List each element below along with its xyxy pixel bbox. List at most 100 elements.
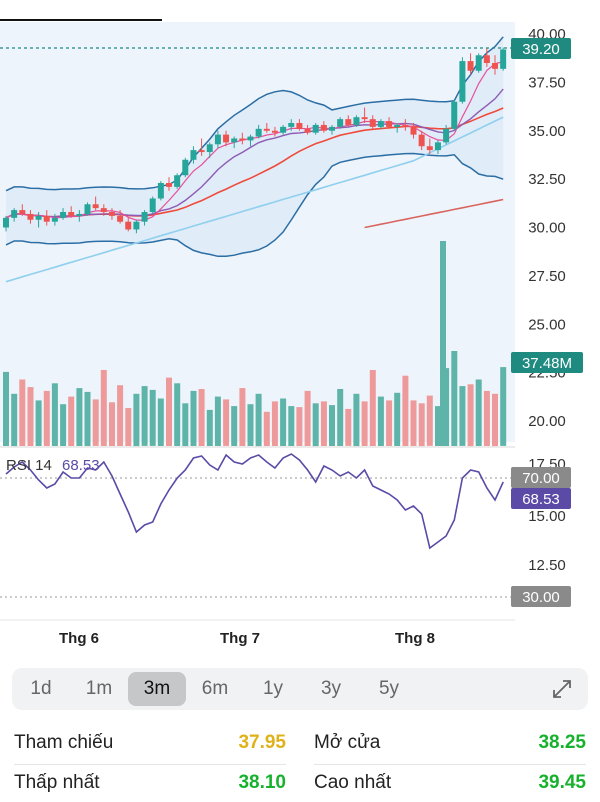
candlesticks <box>3 47 507 234</box>
candle-body <box>206 144 213 153</box>
volume-bar <box>500 367 507 446</box>
candle <box>149 196 156 214</box>
divider <box>314 764 586 765</box>
candle-body <box>312 124 319 133</box>
volume-bar <box>426 395 433 446</box>
volume-bar <box>288 406 295 446</box>
volume-bar <box>280 398 287 446</box>
candle-body <box>92 204 99 209</box>
stat-reference: Tham chiếu 37.95 <box>14 724 286 762</box>
volume-tag <box>511 352 583 373</box>
ma-200-line <box>364 198 504 229</box>
rsi-upper-tag-text: 70.00 <box>522 470 560 487</box>
last-price-tag <box>511 38 571 59</box>
candle-body <box>280 126 287 133</box>
stat-high: Cao nhất 39.45 <box>314 764 586 802</box>
candle <box>166 177 172 191</box>
volume-bar <box>369 370 376 446</box>
timeframe-5y[interactable]: 5y <box>378 678 400 699</box>
price-chart[interactable]: RSI 14 68.53 40.0037.5035.0032.5030.0027… <box>0 0 600 650</box>
candle <box>206 142 213 158</box>
candle-body <box>369 119 376 127</box>
candle <box>27 210 34 224</box>
volume-bar <box>3 371 9 446</box>
candle <box>377 119 384 129</box>
volume-bar <box>475 379 482 446</box>
timeframe-1m[interactable]: 1m <box>85 678 113 699</box>
candle-body <box>157 182 164 199</box>
candle <box>443 124 450 145</box>
price-tick-label: 27.50 <box>528 268 566 285</box>
candle <box>35 212 42 228</box>
candle <box>223 130 230 147</box>
volume-bar <box>84 391 91 446</box>
stat-reference-value: 37.95 <box>238 732 286 753</box>
timeframe-6m[interactable]: 6m <box>201 678 229 699</box>
rsi-value-tag-text: 68.53 <box>522 491 560 508</box>
volume-bar <box>27 387 34 446</box>
candle-body <box>247 136 254 141</box>
price-tick-label: 30.00 <box>528 220 566 237</box>
candle <box>60 208 67 220</box>
candle-body <box>11 210 18 218</box>
expand-icon[interactable] <box>550 677 574 701</box>
candle <box>100 204 107 216</box>
candle <box>369 115 376 129</box>
candle-body <box>149 198 156 213</box>
timeframe-3y[interactable]: 3y <box>320 678 342 699</box>
stat-low-label: Thấp nhất <box>14 772 100 793</box>
candle <box>157 181 164 201</box>
candle <box>337 117 344 129</box>
rsi-line <box>5 453 504 550</box>
volume-bar <box>263 411 270 446</box>
candle-body <box>329 126 335 131</box>
candle-body <box>345 119 352 125</box>
x-label-thg6: Thg 6 <box>59 630 99 647</box>
candle <box>402 119 409 131</box>
volume-bar <box>157 398 164 446</box>
volume-bar <box>410 400 417 446</box>
candle-body <box>19 210 26 214</box>
candle-body <box>394 124 401 127</box>
ma-long-line <box>5 116 504 283</box>
rsi-legend-value: 68.53 <box>62 457 100 474</box>
volume-bar <box>451 351 458 446</box>
candle <box>483 47 490 67</box>
divider <box>14 764 286 765</box>
rsi-tick-label: 15.00 <box>528 508 566 525</box>
volume-bar <box>60 404 67 446</box>
candle <box>141 210 148 226</box>
timeframe-3m[interactable]: 3m <box>128 672 186 706</box>
stat-open: Mở cửa 38.25 <box>314 724 586 762</box>
volume-bar <box>198 389 205 446</box>
candle <box>190 146 197 164</box>
price-tick-label: 35.00 <box>528 123 566 140</box>
price-tick-label: 25.00 <box>528 316 566 333</box>
rsi-lower-tag <box>511 586 571 607</box>
volume-bar <box>223 399 230 446</box>
candle <box>108 208 115 220</box>
timeframe-selector: 1d 1m 3m 6m 1y 3y 5y <box>12 668 588 710</box>
candle-body <box>84 204 91 214</box>
bollinger-upper-line <box>5 36 504 192</box>
candle <box>239 132 246 145</box>
volume-bar <box>345 408 352 446</box>
candle <box>410 123 417 139</box>
candle <box>426 138 433 154</box>
candle-body <box>214 134 221 145</box>
timeframe-1d[interactable]: 1d <box>30 678 52 699</box>
volume-bar <box>418 403 425 447</box>
stat-low: Thấp nhất 38.10 <box>14 764 286 802</box>
candle-body <box>304 128 311 133</box>
volume-bar <box>133 393 140 447</box>
candle-body <box>271 130 278 133</box>
timeframe-1y[interactable]: 1y <box>262 678 284 699</box>
volume-bars <box>3 241 507 447</box>
candle-body <box>492 63 498 69</box>
volume-bar <box>166 377 172 446</box>
stat-low-value: 38.10 <box>238 772 286 793</box>
candle <box>84 202 91 216</box>
candle <box>329 124 335 135</box>
volume-bar <box>68 396 75 446</box>
candle-body <box>418 134 425 147</box>
